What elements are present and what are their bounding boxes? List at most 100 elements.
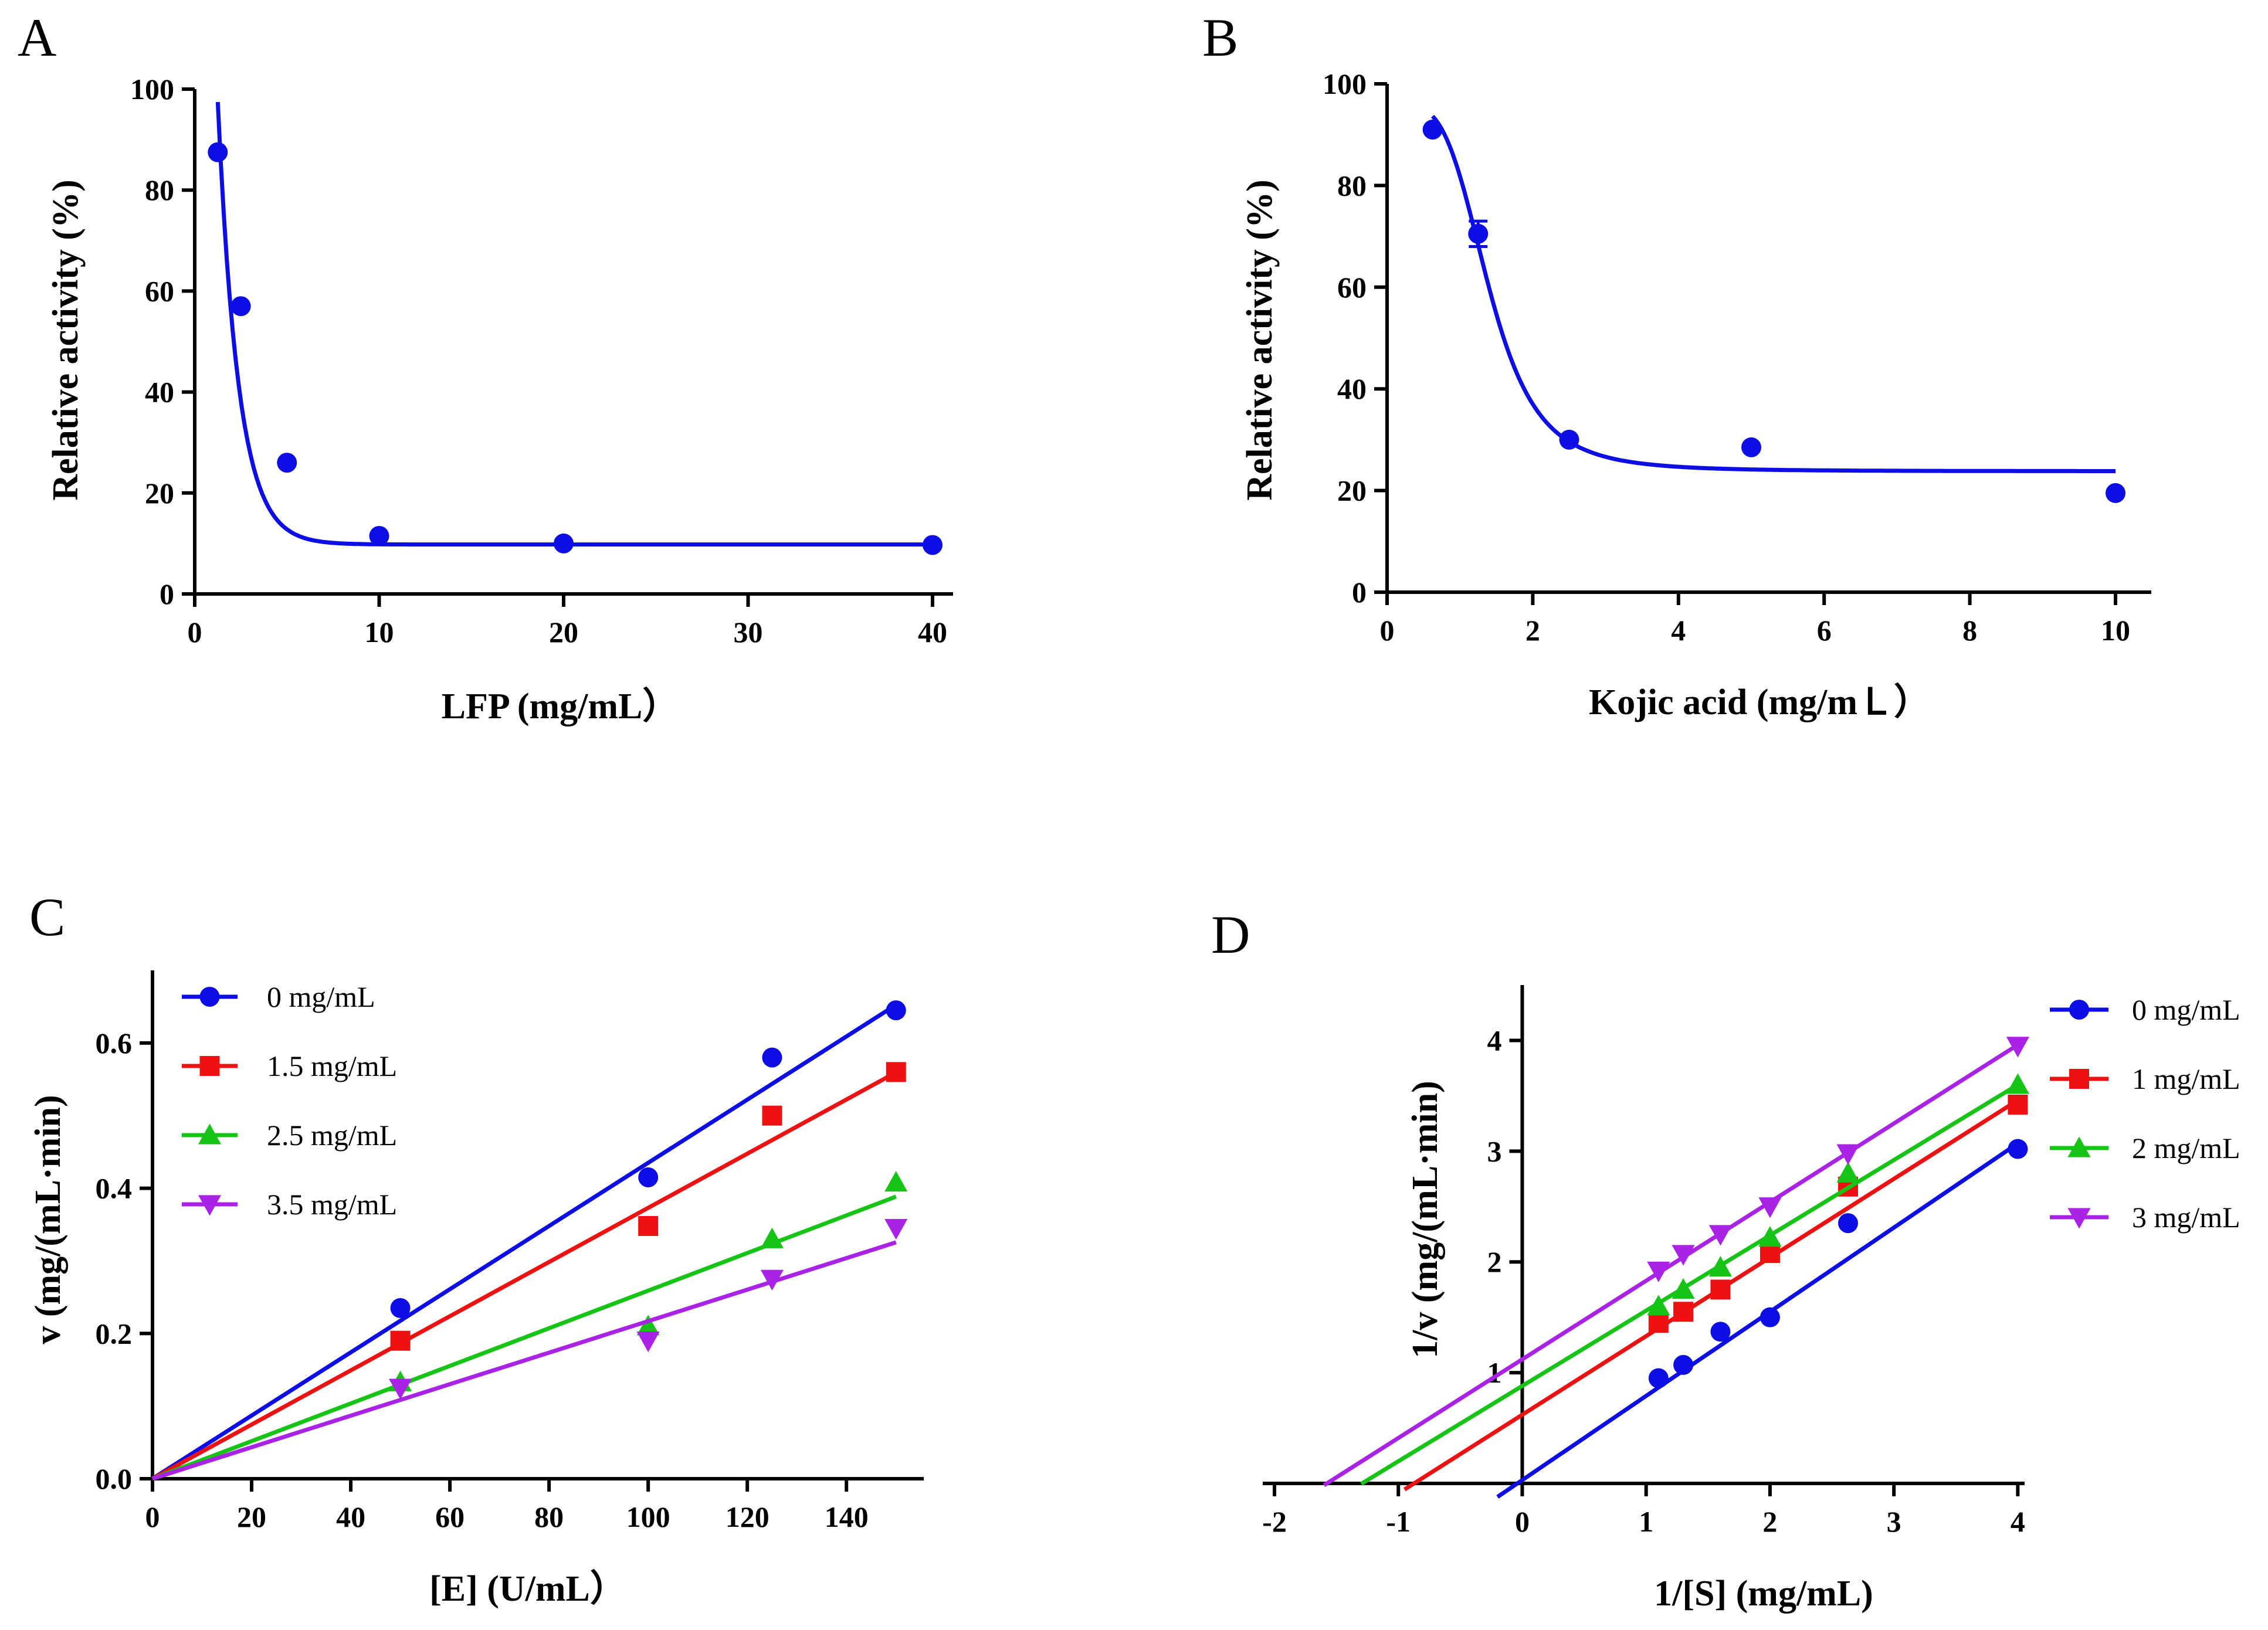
y-tick-label: 0.4 [96, 1172, 133, 1205]
x-tick-label: 2 [1525, 614, 1540, 647]
x-tick-label: 0 [188, 616, 202, 648]
data-point [1838, 1213, 1858, 1234]
x-tick-label: 0 [1380, 614, 1395, 647]
data-point [2106, 483, 2125, 503]
y-tick-label: 60 [145, 274, 174, 307]
x-tick-label: 40 [918, 616, 947, 648]
legend-item: 1 mg/mL [2050, 1062, 2240, 1095]
data-point [1672, 1245, 1695, 1266]
y-tick-label: 3 [1487, 1135, 1501, 1167]
data-point [1836, 1144, 1860, 1165]
data-point [1647, 1261, 1670, 1282]
legend-item: 3.5 mg/mL [182, 1188, 397, 1221]
x-tick-label: 40 [336, 1500, 365, 1533]
data-point [2008, 1139, 2028, 1159]
y-tick-label: 0.2 [96, 1317, 133, 1350]
x-axis-title: 1/[S] (mg/mL) [1654, 1574, 1873, 1614]
y-axis-title: 1/v (mg/(mL·min) [1405, 1081, 1445, 1359]
legend-item: 0 mg/mL [182, 980, 375, 1013]
series-3-mg-ml [1323, 1037, 2029, 1487]
data-point [1422, 120, 1443, 140]
x-tick-label: 10 [365, 616, 394, 648]
data-point [390, 1330, 411, 1351]
data-point [554, 533, 574, 553]
series-2-mg-ml [1360, 1073, 2029, 1486]
data-point [1708, 1256, 1732, 1277]
x-tick-label: 3 [1887, 1505, 1901, 1538]
series-kojic-acid [1422, 114, 2125, 503]
data-point [1758, 1226, 1782, 1247]
data-point [2006, 1073, 2029, 1094]
legend-label: 2 mg/mL [2132, 1132, 2240, 1164]
y-tick-label: 40 [145, 376, 174, 409]
legend-item: 2.5 mg/mL [182, 1119, 397, 1152]
data-point [762, 1105, 782, 1126]
data-point [638, 1215, 659, 1236]
fit-line [1360, 1083, 2019, 1486]
data-point [636, 1315, 660, 1336]
y-tick-label: 0.6 [96, 1027, 133, 1060]
data-point [1559, 429, 1579, 450]
data-point [1647, 1295, 1670, 1316]
data-point [208, 142, 228, 162]
legend: 0 mg/mL 1 mg/mL 2 mg/mL 3 mg/mL [2050, 993, 2240, 1234]
legend-marker [2067, 1136, 2091, 1157]
data-point [230, 296, 251, 317]
data-point [277, 453, 297, 473]
legend-marker [199, 987, 220, 1007]
y-tick-label: 80 [1337, 169, 1367, 202]
data-point [2008, 1095, 2028, 1115]
y-tick-label: 0.0 [96, 1462, 133, 1495]
legend-item: 0 mg/mL [2050, 993, 2240, 1026]
x-tick-label: 20 [237, 1500, 266, 1533]
legend-item: 3 mg/mL [2050, 1201, 2240, 1234]
x-tick-label: 20 [549, 616, 578, 648]
legend-item: 2 mg/mL [2050, 1132, 2240, 1164]
x-tick-label: 80 [534, 1500, 564, 1533]
x-tick-label: 140 [825, 1500, 869, 1533]
data-point [886, 1062, 906, 1082]
y-tick-label: 20 [145, 477, 174, 510]
y-axis-title: Relative activity (%) [46, 179, 86, 500]
panel-letter: A [18, 8, 56, 67]
legend: 0 mg/mL 1.5 mg/mL 2.5 mg/mL 3.5 mg/mL [182, 980, 397, 1221]
data-point [923, 535, 943, 555]
y-tick-label: 4 [1487, 1024, 1501, 1057]
legend-marker [2067, 1208, 2091, 1229]
panel-letter: C [29, 887, 65, 947]
x-tick-label: 30 [734, 616, 763, 648]
data-point [390, 1298, 411, 1318]
series-0-mg-ml [1496, 1139, 2028, 1499]
legend-marker [198, 1123, 222, 1145]
series-lfp [208, 101, 943, 555]
fit-line [1323, 1043, 2019, 1487]
data-point [1648, 1368, 1669, 1388]
legend-marker [199, 1056, 220, 1076]
panel-letter: D [1211, 905, 1250, 965]
legend-marker [2069, 1000, 2089, 1020]
y-tick-label: 20 [1337, 474, 1367, 507]
x-tick-label: 4 [1671, 614, 1686, 647]
data-point [1710, 1322, 1731, 1342]
legend-marker [2069, 1069, 2089, 1089]
fit-line [151, 1070, 897, 1481]
legend-label: 3.5 mg/mL [267, 1188, 397, 1221]
y-tick-label: 40 [1337, 372, 1367, 405]
legend-label: 0 mg/mL [2132, 993, 2240, 1026]
x-tick-label: 60 [435, 1500, 465, 1533]
data-point [1672, 1278, 1695, 1299]
legend-label: 1 mg/mL [2132, 1062, 2240, 1095]
data-point [369, 525, 389, 546]
y-tick-label: 100 [1323, 67, 1367, 100]
fit-line [1496, 1142, 2019, 1499]
data-point [1741, 437, 1761, 457]
y-tick-label: 0 [160, 578, 174, 610]
y-tick-label: 0 [1352, 576, 1367, 609]
data-point [638, 1167, 659, 1187]
data-point [1468, 223, 1489, 244]
data-point [1836, 1162, 1860, 1183]
y-axis-title: Relative activity (%) [1240, 179, 1280, 500]
y-tick-label: 60 [1337, 271, 1367, 304]
